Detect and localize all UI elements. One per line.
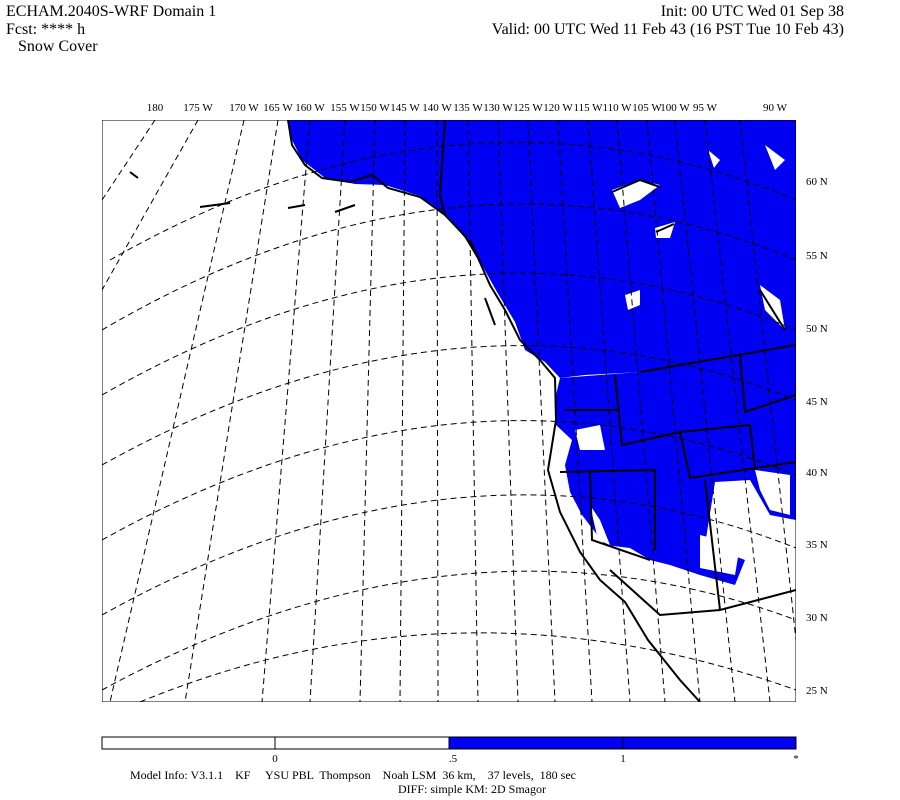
- longitude-label: 120 W: [543, 102, 573, 114]
- coastline: [129, 120, 796, 702]
- longitude-label: 130 W: [483, 102, 513, 114]
- forecast: Fcst: **** h: [6, 21, 85, 38]
- longitude-label: 125 W: [513, 102, 543, 114]
- longitude-label: 110 W: [602, 102, 632, 114]
- longitude-label: 115 W: [573, 102, 603, 114]
- model-info: Model Info: V3.1.1 KF YSU PBL Thompson N…: [130, 768, 576, 782]
- longitude-label: 105 W: [632, 102, 662, 114]
- longitude-label: 155 W: [330, 102, 360, 114]
- longitude-label: 135 W: [453, 102, 483, 114]
- colorbar-label: 0: [272, 753, 278, 765]
- longitude-label: 160 W: [295, 102, 325, 114]
- field-name: Snow Cover: [18, 38, 98, 55]
- latitude-label: 55 N: [806, 250, 828, 262]
- longitude-label: 100 W: [660, 102, 690, 114]
- latitude-label: 30 N: [806, 612, 828, 624]
- diff-info: DIFF: simple KM: 2D Smagor: [398, 782, 546, 796]
- longitude-label: 175 W: [183, 102, 213, 114]
- title: ECHAM.2040S-WRF Domain 1: [6, 3, 216, 20]
- snow-area: [287, 120, 796, 378]
- snow-area: [556, 345, 796, 585]
- longitude-label: 90 W: [763, 102, 788, 114]
- latitude-label: 25 N: [806, 685, 828, 697]
- longitude-label: 145 W: [390, 102, 420, 114]
- valid-time: Valid: 00 UTC Wed 11 Feb 43 (16 PST Tue …: [492, 21, 844, 38]
- latitude-label: 50 N: [806, 323, 828, 335]
- colorbar-label: .5: [449, 753, 458, 765]
- map: [102, 120, 796, 702]
- axis-labels: 180 175 W 170 W 165 W 160 W 155 W 150 W 145 W 14…: [147, 102, 828, 697]
- colorbar-label: 1: [620, 753, 626, 765]
- longitude-label: 95 W: [693, 102, 718, 114]
- init-time: Init: 00 UTC Wed 01 Sep 38: [661, 3, 844, 20]
- snow-free-patches: [575, 145, 790, 575]
- latitude-label: 40 N: [806, 467, 828, 479]
- longitude-label: 180: [147, 102, 164, 114]
- longitude-label: 140 W: [422, 102, 452, 114]
- latitude-label: 60 N: [806, 176, 828, 188]
- latitude-label: 45 N: [806, 396, 828, 408]
- longitude-label: 150 W: [360, 102, 390, 114]
- colorbar-label: *: [793, 753, 799, 765]
- colorbar: 0 .5 1 *: [101, 736, 799, 765]
- longitude-label: 165 W: [263, 102, 293, 114]
- latitude-label: 35 N: [806, 539, 828, 551]
- longitude-label: 170 W: [229, 102, 259, 114]
